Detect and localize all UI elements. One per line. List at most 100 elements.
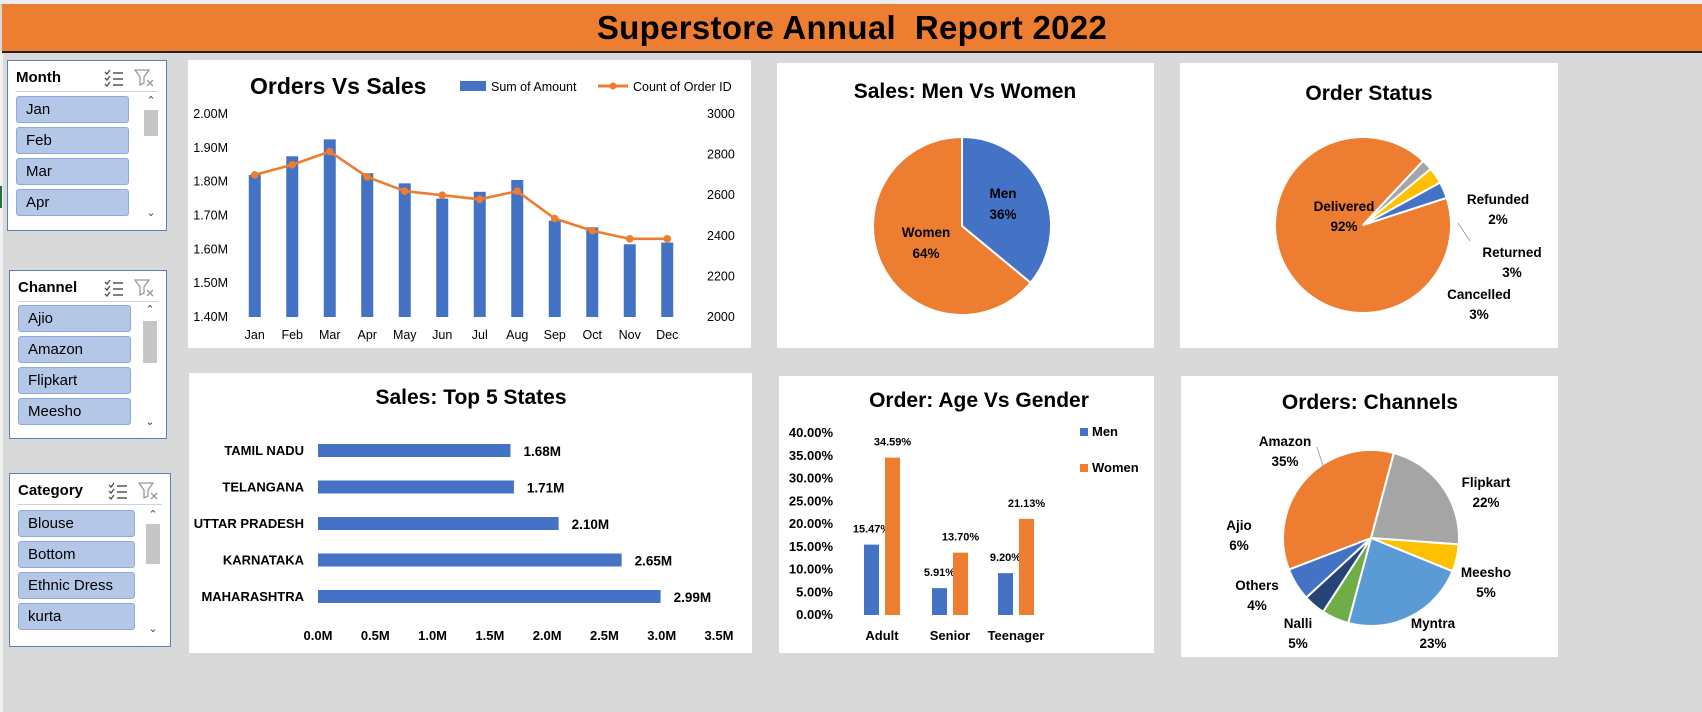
category-slicer[interactable]: Category Blouse Bottom Ethnic Dress kurt… (9, 473, 171, 647)
data-label-value: 6% (1229, 538, 1249, 553)
leader-line (1457, 222, 1471, 242)
x-axis-tick: Aug (506, 328, 528, 342)
data-label-name: Women (902, 225, 951, 240)
left-axis-tick: 1.60M (193, 242, 228, 256)
x-axis-tick: Teenager (988, 628, 1045, 643)
slicer-item-flipkart[interactable]: Flipkart (18, 367, 131, 394)
data-label: 13.70% (942, 532, 980, 544)
slicer-item-meesho[interactable]: Meesho (18, 398, 131, 425)
y-axis-tick: TAMIL NADU (224, 443, 304, 458)
x-axis-tick: 2.5M (590, 628, 619, 643)
slicer-item-kurta[interactable]: kurta (18, 603, 135, 630)
bar-men (864, 544, 879, 615)
bar-amount (548, 220, 561, 317)
line-point-order-count (625, 235, 634, 243)
bar-amount (323, 139, 336, 317)
legend-label-amount: Sum of Amount (491, 80, 577, 94)
bar-women (953, 552, 968, 615)
slicer-item-bottom[interactable]: Bottom (18, 541, 135, 568)
multi-select-icon[interactable] (104, 69, 124, 87)
pie-slice-amazon (1282, 449, 1396, 571)
bar-amount (398, 183, 411, 317)
orders-vs-sales-chart[interactable]: Orders Vs Sales Sum of Amount Count of Ord… (188, 60, 751, 348)
data-label-name: Cancelled (1447, 287, 1511, 302)
data-label-name: Meesho (1461, 565, 1511, 580)
channel-slicer[interactable]: Channel Ajio Amazon Flipkart Meesho ⌃ ⌄ (9, 270, 167, 439)
right-axis-tick: 2200 (707, 269, 735, 283)
orders-vs-sales-svg: Orders Vs Sales Sum of Amount Count of Ord… (193, 73, 735, 342)
x-axis-tick: Dec (656, 328, 678, 342)
top-5-states-svg: Sales: Top 5 States 0.0M 0.5M 1.0M 1.5M 2.0M 2… (194, 386, 734, 643)
right-axis-tick: 2600 (707, 188, 735, 202)
multi-select-icon[interactable] (104, 279, 124, 297)
slicer-item-mar[interactable]: Mar (16, 158, 129, 185)
y-axis-tick: 15.00% (789, 539, 834, 554)
scroll-down-icon[interactable]: ⌄ (148, 623, 158, 635)
age-vs-gender-chart[interactable]: Order: Age Vs Gender 0.00% 5.00% 10.00% 15.0… (779, 376, 1154, 653)
orders-channels-chart[interactable]: Orders: Channels Flipkart 22% Meesho 5% Myntr… (1181, 376, 1558, 657)
left-axis-tick: 1.80M (193, 175, 228, 189)
slicer-scrollbar[interactable]: ⌃ ⌄ (143, 94, 159, 222)
slicer-item-jan[interactable]: Jan (16, 96, 129, 123)
data-label-value: 92% (1330, 219, 1357, 234)
scroll-up-icon[interactable]: ⌃ (148, 509, 158, 521)
bar-amount (361, 173, 374, 317)
right-axis-tick: 2800 (707, 148, 735, 162)
left-axis-tick: 1.90M (193, 141, 228, 155)
data-label: 2.10M (572, 517, 610, 532)
clear-filter-icon[interactable] (134, 279, 154, 297)
data-label-name: Men (990, 186, 1017, 201)
pie-slice-flipkart (1369, 451, 1460, 546)
data-label: 9.20% (990, 552, 1021, 564)
bar-amount (623, 244, 636, 317)
y-axis-tick: 25.00% (789, 493, 834, 508)
slicer-scrollbar[interactable]: ⌃ ⌄ (145, 508, 161, 638)
slicer-item-apr[interactable]: Apr (16, 189, 129, 216)
slicer-scrollbar[interactable]: ⌃ ⌄ (142, 303, 158, 431)
order-status-chart[interactable]: Order Status Delivered 92% Refunded 2% Return… (1180, 63, 1558, 348)
y-axis-tick: 5.00% (796, 584, 833, 599)
slicer-title: Month (16, 69, 61, 86)
leader-line (1316, 446, 1324, 467)
x-axis-tick: Feb (281, 328, 303, 342)
line-point-order-count (363, 173, 372, 181)
bar-women (885, 457, 900, 615)
pie-slice-women (872, 135, 1032, 316)
left-axis-tick: 1.40M (193, 310, 228, 324)
men-vs-women-chart[interactable]: Sales: Men Vs Women Men 36% Women 64% (777, 63, 1154, 348)
legend-swatch-women (1080, 464, 1088, 472)
scroll-down-icon[interactable]: ⌄ (146, 207, 156, 219)
scrollbar-thumb[interactable] (143, 321, 157, 363)
chart-title: Orders Vs Sales (250, 73, 426, 99)
multi-select-icon[interactable] (108, 482, 128, 500)
active-cell-marker (0, 186, 2, 208)
scroll-down-icon[interactable]: ⌄ (145, 416, 155, 428)
slicer-item-ethnic-dress[interactable]: Ethnic Dress (18, 572, 135, 599)
slicer-item-amazon[interactable]: Amazon (18, 336, 131, 363)
month-slicer[interactable]: Month Jan Feb Mar Apr ⌃ ⌄ (7, 60, 167, 231)
slicer-item-feb[interactable]: Feb (16, 127, 129, 154)
x-axis-tick: Jan (245, 328, 265, 342)
top-5-states-chart[interactable]: Sales: Top 5 States 0.0M 0.5M 1.0M 1.5M 2.0M 2… (189, 373, 752, 653)
x-axis-tick: Nov (619, 328, 642, 342)
data-label: 1.71M (527, 481, 565, 496)
left-axis-tick: 1.70M (193, 209, 228, 223)
clear-filter-icon[interactable] (138, 482, 158, 500)
y-axis-tick: UTTAR PRADESH (194, 516, 304, 531)
line-point-order-count (550, 214, 559, 223)
x-axis-tick: Mar (319, 328, 341, 342)
clear-filter-icon[interactable] (134, 69, 154, 87)
bar-amount (586, 227, 599, 317)
y-axis-tick: 10.00% (789, 562, 834, 577)
scrollbar-thumb[interactable] (146, 524, 160, 564)
legend-swatch-amount (460, 81, 486, 91)
data-label-value: 35% (1271, 454, 1298, 469)
slicer-item-blouse[interactable]: Blouse (18, 510, 135, 537)
slicer-item-ajio[interactable]: Ajio (18, 305, 131, 332)
line-point-order-count (513, 187, 522, 195)
data-label-value: 64% (912, 246, 939, 261)
report-banner: Superstore Annual Report 2022 (2, 4, 1702, 53)
scroll-up-icon[interactable]: ⌃ (146, 95, 156, 107)
scroll-up-icon[interactable]: ⌃ (145, 304, 155, 316)
scrollbar-thumb[interactable] (144, 110, 158, 136)
